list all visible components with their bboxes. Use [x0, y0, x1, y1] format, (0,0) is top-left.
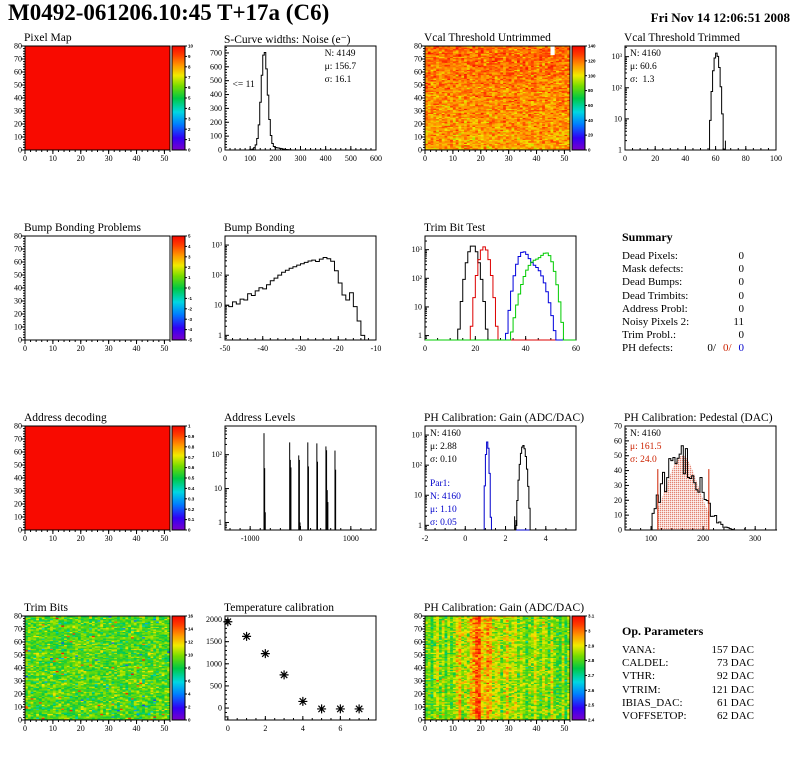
op-parameter-row: VTHR: 92 DAC [622, 670, 754, 683]
bump-bonding-problems-canvas [0, 220, 199, 410]
op-parameter-value: 73 DAC [717, 657, 754, 670]
summary-row-value: 0 [738, 289, 745, 302]
plot-title: Bump Bonding Problems [24, 222, 141, 234]
op-parameter-value: 92 DAC [717, 670, 754, 683]
summary-row-value: 11 [733, 316, 744, 329]
summary-rows: Dead Pixels: 0 Mask defects: 0 Dead Bumps: 0 D… [622, 250, 744, 342]
op-parameter-label: VOFFSETOP: [622, 710, 687, 723]
summary-row: Dead Trimbits: 0 [622, 290, 744, 303]
summary-row-label: Address Probl: [622, 302, 688, 315]
ph-defects-values: 0/0/0 [707, 342, 744, 355]
bump-bonding-plot: Bump Bonding [200, 220, 399, 410]
summary-row: Noisy Pixels 2: 11 [622, 316, 744, 329]
op-parameter-label: VTRIM: [622, 683, 661, 696]
op-parameter-label: CALDEL: [622, 657, 669, 670]
temperature-calibration-plot: Temperature calibration [200, 600, 399, 772]
summary-row-ph-defects: PH defects: 0/0/0 [622, 342, 744, 355]
summary-row: Trim Probl.: 0 [622, 329, 744, 342]
op-parameter-row: VANA: 157 DAC [622, 644, 754, 657]
summary-title: Summary [622, 230, 673, 244]
summary-panel: Summary Dead Pixels: 0 Mask defects: 0 Dead … [600, 220, 796, 410]
op-parameter-value: 62 DAC [717, 710, 754, 723]
summary-row-value: 0 [738, 263, 745, 276]
vcal-untrimmed-plot: Vcal Threshold Untrimmed [400, 30, 599, 220]
plot-title: Bump Bonding [224, 222, 295, 234]
ph-gain-hist-canvas [400, 410, 599, 600]
summary-row-label: Trim Probl.: [622, 329, 677, 342]
plot-title: PH Calibration: Pedestal (DAC) [624, 412, 773, 424]
temperature-calibration-canvas [200, 600, 399, 772]
op-parameter-label: VTHR: [622, 670, 655, 683]
ph-defects-black: 0/ [707, 342, 716, 355]
plot-title: PH Calibration: Gain (ADC/DAC) [424, 412, 585, 424]
summary-row: Mask defects: 0 [622, 263, 744, 276]
address-decoding-plot: Address decoding [0, 410, 199, 600]
plot-title: S-Curve widths: Noise (e⁻) [224, 34, 351, 46]
address-levels-canvas [200, 410, 399, 600]
summary-row-label: Dead Pixels: [622, 250, 678, 262]
trim-bit-test-plot: Trim Bit Test [400, 220, 599, 410]
trim-bit-test-canvas [400, 220, 599, 410]
vcal-trimmed-canvas [600, 30, 796, 220]
plot-title: Address decoding [24, 412, 107, 424]
op-parameter-label: IBIAS_DAC: [622, 696, 683, 709]
summary-row-label: Mask defects: [622, 263, 684, 276]
trim-bits-canvas [0, 600, 199, 772]
pixel-map-canvas [0, 30, 199, 220]
op-parameters-rows: VANA: 157 DAC CALDEL: 73 DAC VTHR: 92 DAC VTRI… [622, 644, 754, 723]
op-parameter-value: 61 DAC [717, 696, 754, 709]
op-parameter-row: IBIAS_DAC: 61 DAC [622, 697, 754, 710]
vcal-trimmed-plot: Vcal Threshold Trimmed [600, 30, 796, 220]
plot-title: Temperature calibration [224, 602, 334, 614]
scurve-noise-plot: S-Curve widths: Noise (e⁻) [200, 30, 399, 220]
summary-row-value: 0 [738, 302, 745, 315]
summary-row: Address Probl: 0 [622, 303, 744, 316]
bump-bonding-problems-plot: Bump Bonding Problems [0, 220, 199, 410]
ph-gain-map-canvas [400, 600, 599, 772]
ph-pedestal-plot: PH Calibration: Pedestal (DAC) [600, 410, 796, 600]
address-decoding-canvas [0, 410, 199, 600]
summary-row-value: 0 [738, 276, 745, 289]
vcal-untrimmed-canvas [400, 30, 599, 220]
bump-bonding-canvas [200, 220, 399, 410]
summary-row: Dead Pixels: 0 [622, 250, 744, 263]
op-parameters-panel: Op. Parameters VANA: 157 DAC CALDEL: 73 DAC… [600, 600, 796, 772]
ph-gain-hist-plot: PH Calibration: Gain (ADC/DAC) [400, 410, 599, 600]
pixel-map-plot: Pixel Map [0, 30, 199, 220]
page-title: M0492-061206.10:45 T+17a (C6) [8, 0, 330, 25]
summary-row-label: Dead Bumps: [622, 276, 683, 289]
summary-row: Dead Bumps: 0 [622, 276, 744, 289]
address-levels-plot: Address Levels [200, 410, 399, 600]
op-parameter-row: VOFFSETOP: 62 DAC [622, 710, 754, 723]
op-parameters-title: Op. Parameters [622, 624, 704, 638]
ph-defects-label: PH defects: [622, 342, 674, 355]
plot-title: Trim Bits [24, 602, 69, 614]
trim-bits-plot: Trim Bits [0, 600, 199, 772]
ph-pedestal-canvas [600, 410, 796, 600]
plot-title: Pixel Map [24, 32, 72, 44]
summary-row-label: Dead Trimbits: [622, 289, 689, 302]
plot-title: Vcal Threshold Untrimmed [424, 32, 551, 44]
op-parameter-row: CALDEL: 73 DAC [622, 657, 754, 670]
scurve-noise-canvas [200, 30, 399, 220]
op-parameter-value: 121 DAC [711, 683, 754, 696]
ph-gain-map-plot: PH Calibration: Gain (ADC/DAC) [400, 600, 599, 772]
plot-title: Trim Bit Test [424, 222, 486, 234]
op-parameter-label: VANA: [622, 644, 656, 656]
summary-row-value: 0 [738, 329, 745, 342]
summary-row-label: Noisy Pixels 2: [622, 316, 690, 329]
plot-title: Address Levels [224, 412, 296, 424]
plot-title: PH Calibration: Gain (ADC/DAC) [424, 602, 585, 614]
op-parameter-value: 157 DAC [711, 644, 754, 656]
plot-title: Vcal Threshold Trimmed [624, 32, 741, 44]
ph-defects-red: 0/ [722, 342, 732, 355]
op-parameter-row: VTRIM: 121 DAC [622, 684, 754, 697]
page-date: Fri Nov 14 12:06:51 2008 [650, 10, 790, 25]
ph-defects-blue: 0 [738, 342, 745, 355]
summary-row-value: 0 [738, 250, 745, 262]
